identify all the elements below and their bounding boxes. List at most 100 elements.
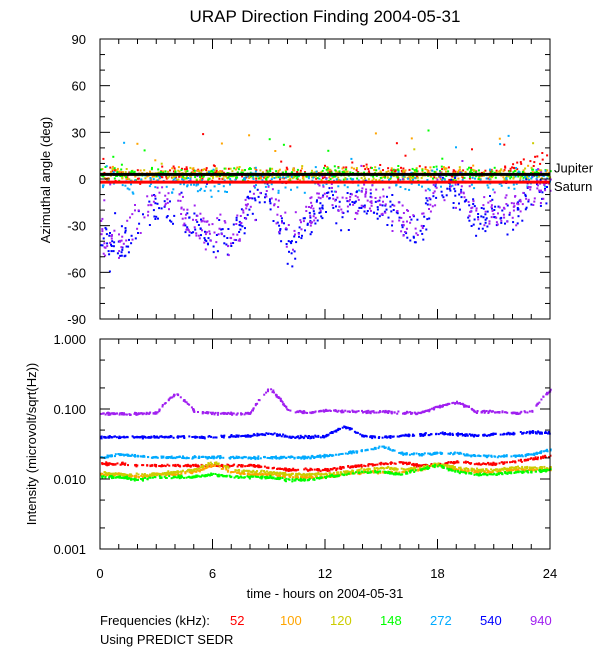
intensity-point-148	[352, 472, 354, 474]
intensity-point-272	[165, 457, 167, 459]
intensity-point-120	[250, 471, 252, 473]
azimuth-point-148	[491, 171, 493, 173]
azimuth-point-100	[110, 171, 112, 173]
intensity-point-272	[459, 452, 461, 454]
azimuth-point-540	[332, 194, 334, 196]
intensity-point-120	[254, 471, 256, 473]
intensity-point-120	[471, 468, 473, 470]
intensity-point-120	[172, 472, 174, 474]
azimuth-point-100	[405, 169, 407, 171]
azimuth-point-540	[298, 236, 300, 238]
azimuth-point-540	[427, 200, 429, 202]
intensity-point-52	[272, 467, 274, 469]
intensity-point-148	[509, 471, 511, 473]
intensity-point-272	[478, 455, 480, 457]
intensity-point-148	[190, 476, 192, 478]
azimuth-point-540	[223, 242, 225, 244]
azimuth-point-540	[441, 191, 443, 193]
azimuth-point-272	[154, 186, 156, 188]
azimuth-point-540	[119, 255, 121, 257]
intensity-point-52	[237, 466, 239, 468]
azimuth-point-272	[472, 177, 474, 179]
azimuth-point-940	[136, 228, 138, 230]
intensity-point-272	[305, 456, 307, 458]
azimuth-point-940	[236, 215, 238, 217]
azimuth-point-940	[232, 233, 234, 235]
azimuth-point-940	[377, 200, 379, 202]
intensity-point-148	[150, 477, 152, 479]
azimuth-point-148	[428, 130, 430, 132]
azimuth-point-272	[190, 184, 192, 186]
azimuth-point-52	[351, 162, 353, 164]
azimuth-point-940	[529, 189, 531, 191]
azimuth-point-540	[321, 217, 323, 219]
azimuth-point-272	[103, 184, 105, 186]
intensity-point-52	[453, 462, 455, 464]
azimuth-point-940	[439, 176, 441, 178]
intensity-point-52	[353, 466, 355, 468]
azimuth-point-940	[185, 229, 187, 231]
intensity-point-540	[199, 436, 201, 438]
azimuth-point-540	[413, 236, 415, 238]
azimuth-point-540	[188, 217, 190, 219]
azimuth-point-148	[434, 171, 436, 173]
intensity-point-272	[413, 453, 415, 455]
azimuth-point-148	[397, 165, 399, 167]
x-axis-label: time - hours on 2004-05-31	[247, 586, 404, 601]
intensity-point-272	[381, 446, 383, 448]
azimuth-point-120	[387, 177, 389, 179]
intensity-point-148	[358, 472, 360, 474]
azimuth-point-272	[140, 178, 142, 180]
azimuth-point-940	[272, 188, 274, 190]
azimuth-point-540	[512, 229, 514, 231]
intensity-point-120	[477, 469, 479, 471]
azimuth-point-940	[250, 197, 252, 199]
azimuth-point-100	[373, 169, 375, 171]
azimuth-point-940	[433, 184, 435, 186]
intensity-point-120	[404, 469, 406, 471]
azimuth-point-272	[255, 171, 257, 173]
intensity-point-272	[490, 455, 492, 457]
intensity-point-52	[520, 459, 522, 461]
intensity-point-272	[288, 456, 290, 458]
azimuth-point-940	[310, 202, 312, 204]
azimuth-point-148	[339, 170, 341, 172]
azimuth-point-540	[217, 250, 219, 252]
azimuth-point-52	[451, 176, 453, 178]
intensity-point-120	[167, 473, 169, 475]
azimuth-point-940	[460, 192, 462, 194]
azimuth-point-100	[112, 166, 114, 168]
azimuth-point-540	[367, 210, 369, 212]
intensity-point-120	[144, 473, 146, 475]
azimuth-point-540	[458, 203, 460, 205]
intensity-point-52	[542, 455, 544, 457]
azimuth-point-940	[134, 209, 136, 211]
azimuth-point-540	[390, 210, 392, 212]
azimuth-point-148	[151, 168, 153, 170]
azimuth-point-120	[386, 171, 388, 173]
azimuth-point-272	[187, 184, 189, 186]
intensity-point-52	[297, 469, 299, 471]
intensity-point-148	[426, 468, 428, 470]
azimuth-point-52	[255, 178, 257, 180]
intensity-point-120	[302, 473, 304, 475]
intensity-point-272	[387, 448, 389, 450]
azimuth-point-272	[350, 158, 352, 160]
azimuth-point-940	[209, 233, 211, 235]
azimuth-point-540	[294, 258, 296, 260]
azimuth-point-272	[480, 179, 482, 181]
azimuth-point-940	[168, 192, 170, 194]
intensity-point-272	[392, 449, 394, 451]
azimuth-point-940	[336, 197, 338, 199]
azimuth-point-52	[366, 164, 368, 166]
azimuth-point-940	[409, 216, 411, 218]
azimuth-point-940	[369, 201, 371, 203]
azimuth-point-940	[118, 257, 120, 259]
intensity-point-52	[390, 462, 392, 464]
intensity-point-148	[154, 476, 156, 478]
azimuth-point-540	[478, 228, 480, 230]
azimuth-point-148	[210, 171, 212, 173]
intensity-point-148	[515, 471, 517, 473]
intensity-point-148	[504, 471, 506, 473]
azimuth-point-940	[146, 195, 148, 197]
